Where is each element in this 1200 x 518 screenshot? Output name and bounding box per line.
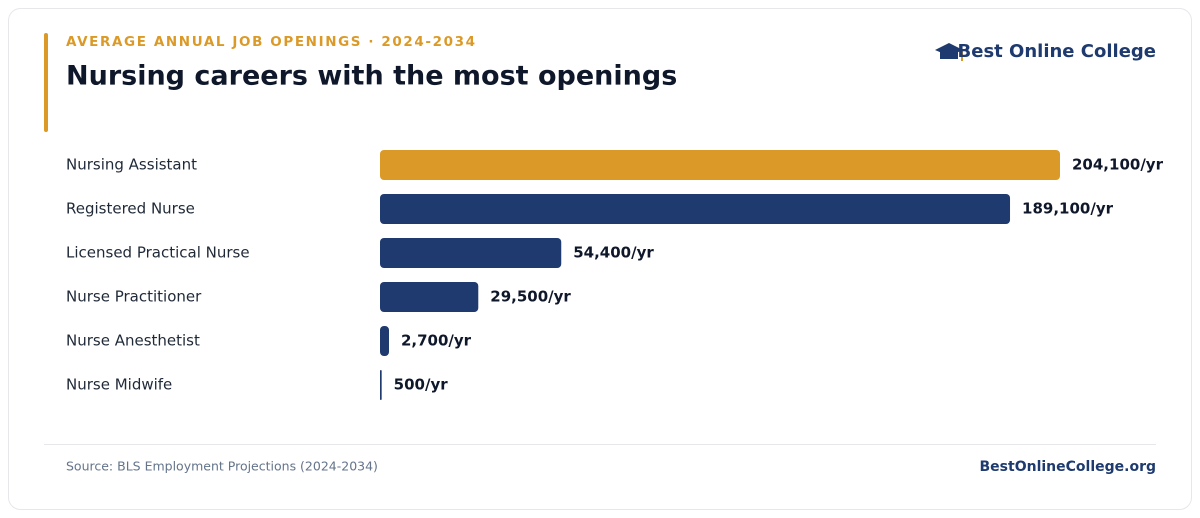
brand-name: Best Online College — [958, 41, 1156, 62]
category-label: Licensed Practical Nurse — [66, 244, 250, 262]
value-label: 204,100/yr — [1072, 156, 1164, 174]
brand-logo — [935, 43, 963, 61]
accent-bar — [44, 33, 48, 132]
value-label: 189,100/yr — [1022, 200, 1114, 218]
value-label: 2,700/yr — [401, 332, 472, 350]
bar — [380, 282, 479, 312]
bar — [380, 238, 562, 268]
category-label: Nurse Practitioner — [66, 288, 202, 306]
category-label: Nursing Assistant — [66, 156, 197, 174]
card — [8, 8, 1192, 510]
bar — [380, 194, 1011, 224]
category-label: Nurse Midwife — [66, 376, 172, 394]
bar — [380, 326, 389, 356]
bar — [380, 370, 382, 400]
category-label: Nurse Anesthetist — [66, 332, 200, 350]
site-url: BestOnlineCollege.org — [980, 459, 1156, 475]
value-label: 500/yr — [394, 376, 449, 394]
chart-subtitle: AVERAGE ANNUAL JOB OPENINGS · 2024-2034 — [66, 34, 477, 50]
bar — [380, 150, 1060, 180]
chart-title: Nursing careers with the most openings — [66, 61, 677, 92]
category-label: Registered Nurse — [66, 200, 195, 218]
value-label: 29,500/yr — [490, 288, 571, 306]
value-label: 54,400/yr — [573, 244, 654, 262]
source-note: Source: BLS Employment Projections (2024… — [66, 459, 378, 474]
